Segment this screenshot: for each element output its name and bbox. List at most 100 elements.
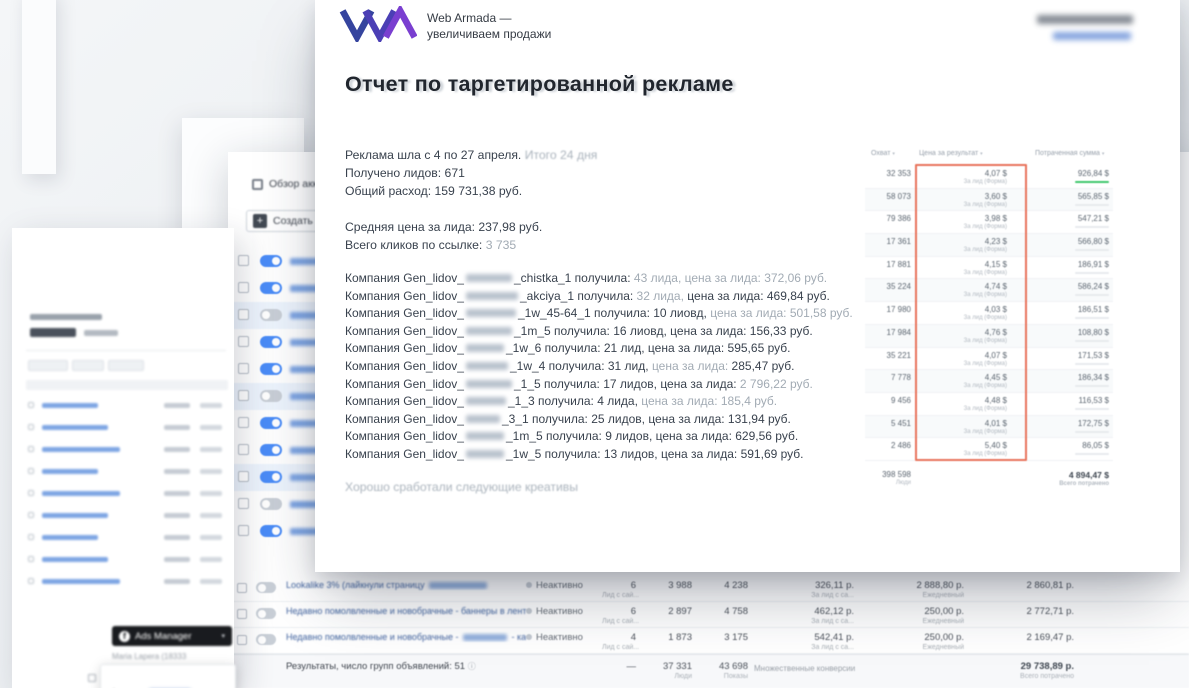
spent-value: 2 860,81 р. bbox=[1026, 580, 1074, 591]
row-checkbox[interactable] bbox=[28, 402, 34, 408]
row-checkbox[interactable] bbox=[238, 417, 249, 428]
campaign-toggle[interactable] bbox=[260, 255, 282, 267]
brand-line2: увеличиваем продажи bbox=[427, 27, 552, 41]
row-checkbox[interactable] bbox=[28, 424, 34, 430]
ads-manager-app-button[interactable]: f Ads Manager ▾ bbox=[112, 626, 232, 646]
cpr-value: 542,41 р. bbox=[814, 632, 854, 643]
campaign-toggle[interactable] bbox=[260, 363, 282, 375]
closing-text: Хорошо сработали следующие креативы bbox=[345, 479, 579, 494]
redacted-tab[interactable] bbox=[108, 360, 144, 371]
report-metrics: Средняя цена за лида: 237,98 руб. Всего к… bbox=[345, 218, 865, 254]
adset-toggle[interactable] bbox=[256, 634, 276, 645]
redacted-link[interactable] bbox=[42, 447, 120, 452]
redacted-link[interactable] bbox=[42, 469, 98, 474]
redacted-link[interactable] bbox=[42, 491, 120, 496]
budget-value: 250,00 р. bbox=[924, 606, 964, 617]
text-segment: Реклама шла с 4 по 27 апреля. bbox=[345, 148, 522, 162]
stats-price-sub: За лид (Форма) bbox=[963, 224, 1007, 231]
redacted-value bbox=[164, 403, 190, 408]
stats-spent-value: 565,85 $ bbox=[1027, 192, 1111, 206]
campaign-toggle[interactable] bbox=[260, 444, 282, 456]
campaign-row bbox=[228, 275, 368, 302]
summary-spent: 29 738,89 р. bbox=[1020, 661, 1074, 672]
redacted-link[interactable] bbox=[42, 557, 108, 562]
report-intro-line: Общий расход: 159 731,38 руб. bbox=[345, 182, 865, 200]
campaign-toggle[interactable] bbox=[260, 309, 282, 321]
redacted-link[interactable] bbox=[42, 535, 98, 540]
adset-toggle[interactable] bbox=[256, 582, 276, 593]
adset-name-link[interactable]: Недавно помолвленные и новобрачные - - к… bbox=[286, 632, 526, 642]
account-selector[interactable]: Аккаунт: ▾ bbox=[100, 664, 236, 688]
stats-spent-value: 926,84 $ bbox=[1027, 169, 1111, 183]
plus-icon: + bbox=[253, 214, 267, 228]
redacted-value bbox=[164, 447, 190, 452]
row-checkbox[interactable] bbox=[237, 635, 247, 645]
campaign-toggle[interactable] bbox=[260, 390, 282, 402]
redacted-link[interactable] bbox=[42, 403, 98, 408]
row-checkbox[interactable] bbox=[238, 255, 249, 266]
row-checkbox[interactable] bbox=[238, 525, 249, 536]
adset-status: Неактивно bbox=[526, 580, 602, 591]
text-segment: _1_3 получила: 4 лида, bbox=[507, 394, 642, 409]
stats-spent-value: 86,05 $ bbox=[1027, 441, 1111, 456]
row-checkbox[interactable] bbox=[238, 471, 249, 482]
summary-results: — bbox=[626, 661, 637, 672]
row-checkbox[interactable] bbox=[238, 390, 249, 401]
redacted-email-link[interactable] bbox=[1053, 32, 1131, 40]
redacted-link[interactable] bbox=[42, 425, 108, 430]
redacted-link[interactable] bbox=[42, 513, 108, 518]
campaign-line: Компания Gen_lidov_ _akciya_1 получила: 3… bbox=[345, 288, 865, 306]
adset-status: Неактивно bbox=[526, 632, 602, 643]
redacted-value bbox=[200, 513, 222, 518]
redacted-link[interactable] bbox=[42, 579, 120, 584]
info-icon[interactable]: ⓘ bbox=[467, 662, 476, 671]
row-checkbox[interactable] bbox=[238, 498, 249, 509]
row-checkbox[interactable] bbox=[28, 556, 34, 562]
campaign-toggle[interactable] bbox=[260, 471, 282, 483]
row-checkbox[interactable] bbox=[28, 446, 34, 452]
row-checkbox[interactable] bbox=[238, 282, 249, 293]
redacted-campaign-name bbox=[290, 339, 334, 346]
redacted-text bbox=[465, 414, 500, 423]
row-checkbox[interactable] bbox=[238, 363, 249, 374]
stats-row: 17 980 4,03 $ За лид (Форма) 186,51 $ bbox=[865, 302, 1113, 325]
row-checkbox[interactable] bbox=[238, 336, 249, 347]
stats-price-sub: За лид (Форма) bbox=[963, 337, 1007, 344]
row-checkbox[interactable] bbox=[238, 444, 249, 455]
row-checkbox[interactable] bbox=[28, 578, 34, 584]
campaign-toggle[interactable] bbox=[260, 525, 282, 537]
redacted-value bbox=[200, 535, 222, 540]
spend-progress-bar bbox=[1075, 385, 1109, 388]
redacted-tab[interactable] bbox=[72, 360, 104, 371]
row-checkbox[interactable] bbox=[237, 609, 247, 619]
text-segment: _1w_4 получила: 31 лид, bbox=[509, 358, 652, 373]
text-segment: _3_1 получила: 25 лидов, цена за лида: 1… bbox=[501, 411, 791, 426]
stats-price-value: 3,60 $ За лид (Форма) bbox=[915, 192, 1027, 208]
stats-price-sub: За лид (Форма) bbox=[963, 247, 1007, 254]
campaign-toggle[interactable] bbox=[260, 417, 282, 429]
stats-price-value: 4,01 $ За лид (Форма) bbox=[915, 419, 1027, 435]
campaign-toggle[interactable] bbox=[260, 282, 282, 294]
adset-name-link[interactable]: Недавно помолвленные и новобрачные - бан… bbox=[286, 606, 526, 616]
row-checkbox[interactable] bbox=[238, 309, 249, 320]
row-checkbox[interactable] bbox=[28, 490, 34, 496]
campaign-toggle[interactable] bbox=[260, 498, 282, 510]
row-checkbox[interactable] bbox=[28, 468, 34, 474]
spend-progress-bar bbox=[1075, 181, 1109, 183]
apps-grid-icon[interactable] bbox=[88, 674, 96, 682]
redacted-tab[interactable] bbox=[28, 360, 68, 371]
campaign-toggle[interactable] bbox=[260, 336, 282, 348]
stats-spent-value: 186,34 $ bbox=[1027, 373, 1111, 388]
stats-price-sub: За лид (Форма) bbox=[963, 179, 1007, 185]
stats-price-sub: За лид (Форма) bbox=[963, 360, 1007, 367]
row-checkbox[interactable] bbox=[28, 512, 34, 518]
row-checkbox[interactable] bbox=[237, 583, 247, 593]
budget-sub: Ежедневный bbox=[922, 618, 964, 625]
stats-price-value: 4,74 $ За лид (Форма) bbox=[915, 282, 1027, 298]
adset-name-link[interactable]: Lookalike 3% (лайкнули страницу bbox=[286, 580, 526, 590]
row-checkbox[interactable] bbox=[28, 534, 34, 540]
stats-price-value: 5,40 $ За лид (Форма) bbox=[915, 441, 1027, 457]
adset-toggle[interactable] bbox=[256, 608, 276, 619]
spend-progress-bar bbox=[1075, 430, 1109, 433]
